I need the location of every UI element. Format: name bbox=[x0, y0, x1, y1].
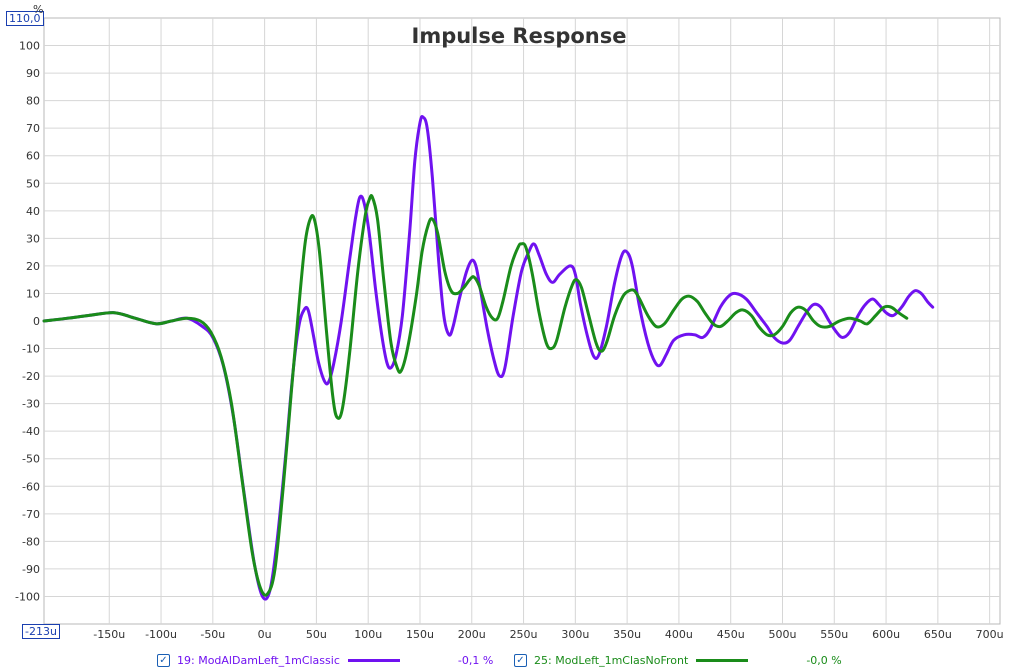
y-tick-label: 60 bbox=[26, 150, 40, 163]
chart-title: Impulse Response bbox=[412, 24, 627, 48]
x-tick-label: -150u bbox=[93, 628, 125, 641]
series-1-name: 19: ModAlDamLeft_1mClassic bbox=[177, 653, 340, 667]
x-tick-label: 550u bbox=[820, 628, 848, 641]
x-tick-label: 350u bbox=[613, 628, 641, 641]
series-2-value: -0,0 % bbox=[806, 653, 842, 667]
series-1-checkbox[interactable]: ✓ bbox=[157, 653, 170, 667]
series-2-swatch bbox=[696, 658, 749, 662]
y-tick-label: 40 bbox=[26, 205, 40, 218]
x-tick-label: -100u bbox=[145, 628, 177, 641]
x-min-readout[interactable]: -213u bbox=[22, 624, 60, 639]
x-tick-label: 250u bbox=[510, 628, 538, 641]
y-tick-label: -40 bbox=[22, 425, 40, 438]
legend-item-series-2[interactable]: ✓ 25: ModLeft_1mClasNoFront -0,0 % bbox=[514, 652, 842, 668]
y-tick-label: 20 bbox=[26, 260, 40, 273]
y-tick-label: 90 bbox=[26, 67, 40, 80]
x-tick-label: 300u bbox=[561, 628, 589, 641]
x-tick-label: 150u bbox=[406, 628, 434, 641]
y-tick-label: -70 bbox=[22, 508, 40, 521]
x-tick-labels: -150u -100u -50u 0u 50u 100u 150u 200u 250u 300u 3… bbox=[93, 628, 1003, 641]
y-tick-label: 70 bbox=[26, 122, 40, 135]
x-tick-label: -50u bbox=[200, 628, 225, 641]
series-line-2 bbox=[42, 194, 909, 597]
y-tick-label: 100 bbox=[19, 40, 40, 53]
y-unit-label: % bbox=[33, 3, 44, 16]
series-2-checkbox[interactable]: ✓ bbox=[514, 653, 527, 667]
x-tick-label: 50u bbox=[306, 628, 327, 641]
y-tick-labels: 1009080706050403020100-10-20-30-40-50-60… bbox=[15, 40, 40, 604]
y-tick-label: 80 bbox=[26, 95, 40, 108]
x-tick-label: 450u bbox=[717, 628, 745, 641]
y-tick-label: 0 bbox=[33, 315, 40, 328]
y-tick-label: -90 bbox=[22, 563, 40, 576]
x-tick-label: 700u bbox=[976, 628, 1004, 641]
y-tick-label: -60 bbox=[22, 480, 40, 493]
x-tick-label: 600u bbox=[872, 628, 900, 641]
y-tick-label: -100 bbox=[15, 590, 40, 603]
x-tick-label: 400u bbox=[665, 628, 693, 641]
y-tick-label: -80 bbox=[22, 535, 40, 548]
x-tick-label: 650u bbox=[924, 628, 952, 641]
series-group bbox=[42, 115, 935, 601]
y-tick-label: -20 bbox=[22, 370, 40, 383]
series-2-name: 25: ModLeft_1mClasNoFront bbox=[534, 653, 689, 667]
x-tick-label: 500u bbox=[769, 628, 797, 641]
y-tick-label: 30 bbox=[26, 232, 40, 245]
y-tick-label: -50 bbox=[22, 453, 40, 466]
y-tick-label: -30 bbox=[22, 398, 40, 411]
x-tick-label: 100u bbox=[354, 628, 382, 641]
legend-item-series-1[interactable]: ✓ 19: ModAlDamLeft_1mClassic -0,1 % bbox=[157, 652, 493, 668]
series-1-value: -0,1 % bbox=[457, 653, 494, 667]
x-tick-label: 0u bbox=[258, 628, 272, 641]
series-1-swatch bbox=[347, 658, 400, 662]
y-tick-label: 50 bbox=[26, 177, 40, 190]
x-tick-label: 200u bbox=[458, 628, 486, 641]
grid bbox=[44, 18, 1000, 624]
y-max-readout[interactable]: 110,0 bbox=[6, 11, 44, 26]
y-tick-label: 10 bbox=[26, 287, 40, 300]
y-tick-label: -10 bbox=[22, 343, 40, 356]
